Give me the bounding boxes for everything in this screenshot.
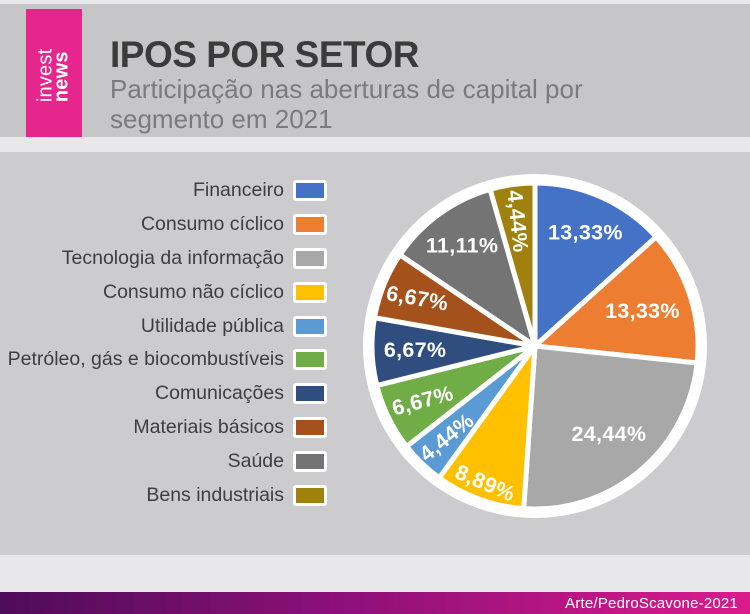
legend-item-0: Financeiro [0, 174, 332, 208]
legend-item-4: Utilidade pública [0, 309, 332, 343]
legend-label: Utilidade pública [140, 314, 284, 337]
legend-swatch [293, 416, 327, 438]
logo-word-news: news [50, 50, 73, 102]
legend: Financeiro Consumo cíclico Tecnologia da i… [0, 174, 332, 512]
legend-label: Comunicações [155, 382, 284, 405]
pie-chart: 13,33%13,33%24,44%8,89%4,44%6,67%6,67%6,… [363, 174, 707, 518]
page-subtitle: Participação nas aberturas de capital po… [110, 74, 583, 135]
legend-swatch [293, 281, 327, 303]
pie-slice-2 [521, 343, 700, 512]
pie-slice-label-8: 11,11% [426, 234, 498, 258]
header: invest news IPOS POR SETOR Participação … [0, 4, 750, 141]
chart-area: Financeiro Consumo cíclico Tecnologia da i… [0, 152, 750, 555]
legend-label: Bens industriais [146, 483, 284, 506]
legend-item-9: Bens industriais [0, 478, 332, 512]
legend-swatch [293, 484, 327, 506]
pie-slice-label-0: 13,33% [548, 221, 623, 245]
legend-swatch [293, 450, 327, 472]
credit-text: Arte/PedroScavone-2021 [565, 594, 738, 612]
pie-slice-9 [487, 180, 538, 349]
legend-item-6: Comunicações [0, 377, 332, 411]
legend-item-1: Consumo cíclico [0, 208, 332, 242]
legend-item-3: Consumo não cíclico [0, 275, 332, 309]
legend-label: Saúde [227, 449, 284, 472]
legend-swatch [293, 349, 327, 371]
pie-slice-0 [532, 180, 659, 349]
pie-slice-label-6: 6,67% [384, 338, 446, 362]
legend-item-2: Tecnologia da informação [0, 242, 332, 276]
legend-item-5: Petróleo, gás e biocombustíveis [0, 343, 332, 377]
legend-swatch [293, 180, 327, 202]
pie-slice-label-2: 24,44% [572, 422, 647, 446]
legend-label: Consumo cíclico [140, 213, 284, 236]
legend-label: Consumo não cíclico [102, 280, 284, 303]
subtitle-line-2: segmento em 2021 [110, 104, 333, 135]
subtitle-line-1: Participação nas aberturas de capital po… [110, 74, 583, 104]
pie-slice-1 [532, 234, 701, 366]
legend-label: Tecnologia da informação [61, 246, 284, 269]
investnews-logo: invest news [26, 9, 82, 141]
header-separator [0, 137, 750, 152]
bottom-strip [0, 555, 750, 592]
investnews-logo-text: invest news [35, 48, 73, 102]
legend-label: Petróleo, gás e biocombustíveis [7, 348, 284, 371]
legend-swatch [293, 383, 327, 405]
legend-swatch [293, 214, 327, 236]
legend-swatch [293, 315, 327, 337]
pie-slice-label-1: 13,33% [605, 299, 680, 323]
legend-label: Materiais básicos [133, 415, 284, 438]
legend-item-8: Saúde [0, 444, 332, 478]
footer-bar: Arte/PedroScavone-2021 [0, 592, 750, 614]
legend-label: Financeiro [192, 179, 284, 202]
page-title: IPOS POR SETOR [110, 34, 419, 75]
legend-item-7: Materiais básicos [0, 411, 332, 445]
top-strip [0, 0, 750, 4]
legend-swatch [293, 247, 327, 269]
